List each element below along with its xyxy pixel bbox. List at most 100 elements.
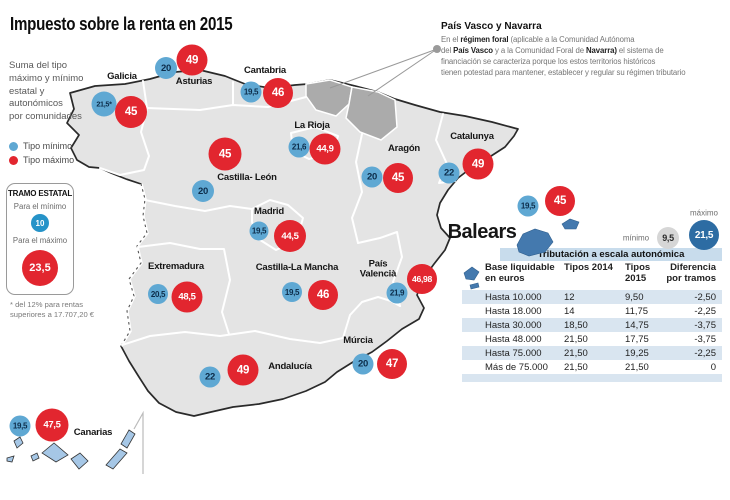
table-body: Hasta 10.000 12 9,50 -2,50 Hasta 18.000 14 11,… xyxy=(462,290,722,374)
tramo-estatal-title: TRAMO ESTATAL xyxy=(7,189,73,198)
table-row: Hasta 48.000 21,50 17,75 -3,75 xyxy=(462,332,722,346)
annotation-dot xyxy=(433,45,441,53)
table-footer-band xyxy=(462,374,722,382)
legend-max-label: Tipo máximo xyxy=(23,155,75,165)
table-cell: 21,50 xyxy=(625,361,649,373)
region-galicia-max-circle: 45 xyxy=(115,96,147,128)
table-cell: 14 xyxy=(564,305,575,317)
legend-item-max: Tipo máximo xyxy=(9,155,74,165)
menorca-island xyxy=(561,218,580,230)
region-castilla_leon-max-circle: 45 xyxy=(208,137,242,171)
region-murcia-label: Múrcia xyxy=(343,334,373,346)
foral-annotation: País Vasco y Navarra En el régimen foral… xyxy=(441,21,730,79)
table-cell: 14,75 xyxy=(625,319,649,331)
map-portugal-border xyxy=(119,183,149,347)
fuerteventura-island xyxy=(105,448,128,470)
region-murcia-min-circle: 20 xyxy=(352,353,374,375)
region-asturias-min-circle: 20 xyxy=(155,57,177,79)
region-cantabria-label: Cantabria xyxy=(243,64,287,76)
table-cell: Hasta 18.000 xyxy=(485,305,542,317)
scale-max-circle: 21,5 xyxy=(689,220,719,250)
annotation-text: En el xyxy=(441,35,461,44)
canarias-islands xyxy=(6,429,136,470)
table-cell: Hasta 10.000 xyxy=(485,291,542,303)
region-madrid-label: Madrid xyxy=(254,205,284,217)
table-row: Hasta 75.000 21,50 19,25 -2,25 xyxy=(462,346,722,360)
table-cell: Hasta 30.000 xyxy=(485,319,542,331)
annotation-text: (aplicable a la Comunidad Autónoma del xyxy=(441,35,635,55)
region-balears-label: Balears xyxy=(447,221,517,243)
max-dot-icon xyxy=(9,155,18,165)
region-galicia-label: Galicia xyxy=(107,70,137,82)
table-cell: -2,50 xyxy=(694,291,716,303)
region-extremadura-max-circle: 48,5 xyxy=(171,281,203,313)
region-extremadura-min-circle: 20,5 xyxy=(148,284,168,304)
tramo-estatal-box: TRAMO ESTATAL Para el mínimo 10 Para el … xyxy=(6,183,74,295)
table-cell: -2,25 xyxy=(694,347,716,359)
table-col-2015: Tipos 2015 xyxy=(625,262,651,284)
region-cantabria-max-circle: 46 xyxy=(263,78,293,108)
min-dot-icon xyxy=(9,141,18,151)
table-cell: 21,50 xyxy=(564,333,588,345)
table-col-2014: Tipos 2014 xyxy=(564,262,613,273)
region-asturias-label: Asturias xyxy=(175,75,213,87)
legend: Tipo mínimo Tipo máximo xyxy=(9,141,74,169)
region-andalucia-label: Andalucía xyxy=(268,360,312,372)
table-row: Más de 75.000 21,50 21,50 0 xyxy=(462,360,722,374)
legend-item-min: Tipo mínimo xyxy=(9,141,74,151)
region-canarias-min-circle: 19,5 xyxy=(9,415,31,437)
region-aragon-min-circle: 20 xyxy=(361,166,383,188)
region-catalunya-min-circle: 22 xyxy=(438,162,460,184)
region-asturias-max-circle: 49 xyxy=(176,44,208,76)
canarias-inset-border xyxy=(133,410,144,474)
lanzarote-island xyxy=(120,429,136,449)
region-catalunya-label: Catalunya xyxy=(450,130,494,142)
region-extremadura-label: Extremadura xyxy=(148,260,204,272)
map-portugal-border-ticks xyxy=(120,183,148,347)
region-murcia-max-circle: 47 xyxy=(377,349,407,379)
region-castilla_la_mancha-label: Castilla-La Mancha xyxy=(255,261,339,273)
table-cell: 21,50 xyxy=(564,347,588,359)
el-hierro-island xyxy=(6,455,15,463)
region-castilla_la_mancha-min-circle: 19,5 xyxy=(282,282,302,302)
tramo-max-value-circle: 23,5 xyxy=(22,250,58,286)
table-cell: 18,50 xyxy=(564,319,588,331)
table-cell: 11,75 xyxy=(625,305,649,317)
annotation-leader-lines xyxy=(329,48,438,97)
legend-min-label: Tipo mínimo xyxy=(23,141,73,151)
table-cell: -3,75 xyxy=(694,333,716,345)
table-col-base: Base liquidable en euros xyxy=(485,262,555,284)
tramo-max-label: Para el máximo xyxy=(12,236,68,245)
table-cell: Más de 75.000 xyxy=(485,361,548,373)
region-la_rioja-min-circle: 21,6 xyxy=(288,136,310,158)
footnote: * del 12% para rentas superiores a 17.70… xyxy=(10,300,95,319)
table-cell: 12 xyxy=(564,291,575,303)
tramo-min-value-circle: 10 xyxy=(31,214,49,232)
region-pais_valencia-min-circle: 21,9 xyxy=(386,282,408,304)
table-cell: 0 xyxy=(710,361,716,373)
annotation-bold-text: País Vasco xyxy=(453,45,493,55)
scale-min-circle: 9,5 xyxy=(657,227,679,249)
region-madrid-min-circle: 19,5 xyxy=(249,221,269,241)
table-cell: 17,75 xyxy=(625,333,649,345)
tenerife-island xyxy=(41,442,69,463)
region-balears-min-circle: 19,5 xyxy=(517,195,539,217)
region-canarias-max-circle: 47,5 xyxy=(35,408,69,442)
region-catalunya-max-circle: 49 xyxy=(462,148,494,180)
table-cell: 21,50 xyxy=(564,361,588,373)
table-cell: 9,50 xyxy=(625,291,644,303)
region-la_rioja-label: La Rioja xyxy=(294,119,330,131)
table-cell: Hasta 48.000 xyxy=(485,333,542,345)
region-castilla_leon-label: Castilla- León xyxy=(217,171,277,183)
region-andalucia-max-circle: 49 xyxy=(227,354,259,386)
scale-min-label: mínimo xyxy=(622,233,650,243)
region-aragon-max-circle: 45 xyxy=(383,163,413,193)
table-cell: -3,75 xyxy=(694,319,716,331)
tramo-min-label: Para el mínimo xyxy=(13,202,67,211)
page-title: Impuesto sobre la renta en 2015 xyxy=(10,14,233,34)
map-mainland xyxy=(66,69,519,417)
region-aragon-label: Aragón xyxy=(387,142,421,154)
table-col-diff: Diferencia por tramos xyxy=(666,262,716,284)
region-canarias-label: Canarias xyxy=(73,426,113,438)
region-pais_valencia-max-circle: 46,98 xyxy=(407,264,437,294)
